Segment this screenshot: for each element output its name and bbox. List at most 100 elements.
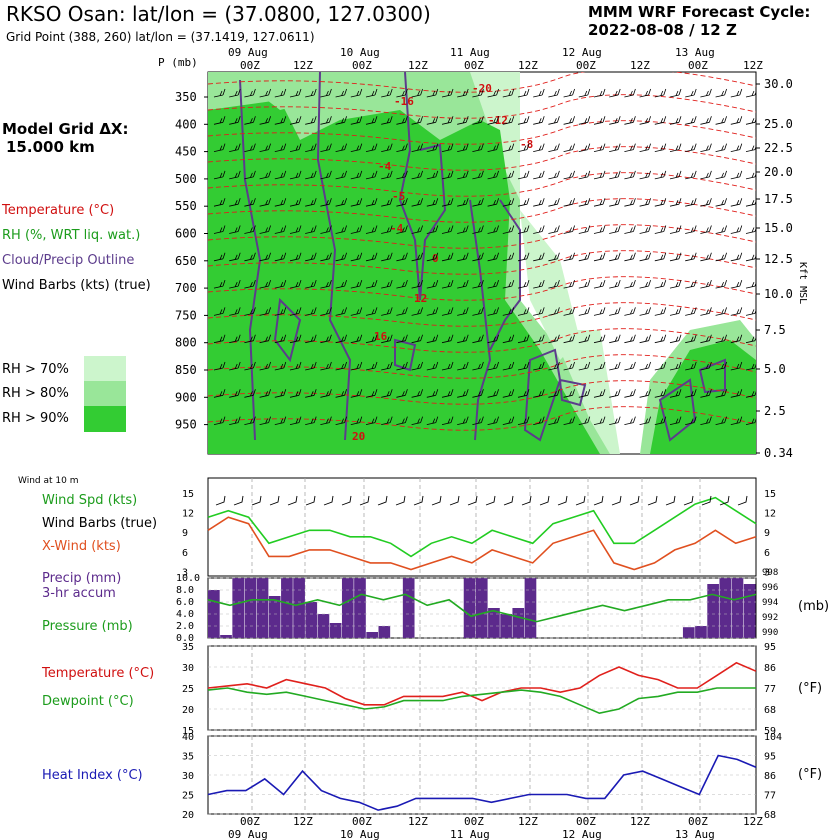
heat-right-tick: 77 (764, 791, 776, 802)
wind-barb (548, 252, 560, 262)
wind-barb (426, 252, 439, 262)
wind-barb (289, 416, 302, 425)
wind-barb (411, 416, 423, 425)
wind-barb (669, 334, 682, 344)
wind-barb (517, 198, 530, 207)
wind-barb (441, 307, 454, 316)
wind-barb (274, 170, 287, 180)
temp-right-tick: 95 (764, 642, 776, 653)
wind-barb (426, 279, 439, 289)
wind-barb (396, 361, 408, 371)
wind-barb (274, 279, 287, 289)
surface-wind-barb (305, 495, 316, 506)
pressure-tick-label: 800 (175, 336, 197, 350)
wind-barb (578, 198, 591, 207)
heat-left-tick: 40 (182, 732, 194, 743)
wind-barb (517, 116, 530, 125)
wind-barb (639, 198, 651, 207)
wind-barb (715, 170, 727, 180)
dewpoint-label: Dewpoint (°C) (42, 694, 134, 709)
pressure-axis-label: P (mb) (158, 56, 198, 69)
wind-barb (700, 143, 712, 152)
wind-barb (259, 416, 271, 425)
wind-barb (457, 88, 469, 98)
wind-barb (593, 252, 606, 262)
pressure-tick-label: 850 (175, 363, 197, 377)
wind-barb (441, 116, 454, 125)
wind-barb (472, 416, 484, 425)
wind-barb (517, 416, 530, 425)
wind-barb (609, 389, 621, 398)
isotherm-line (208, 172, 756, 197)
wind-barb (365, 416, 378, 425)
wind-barb (609, 88, 621, 98)
heat-panel-frame (207, 735, 757, 815)
wind-barb (609, 198, 621, 207)
wind-barb (289, 170, 302, 180)
wind-barb (350, 361, 363, 371)
surface-wind-barb (539, 495, 550, 506)
wind-barb (730, 416, 743, 425)
rh90-region (208, 100, 600, 454)
wind-barb (396, 389, 408, 398)
wind-barb (213, 198, 226, 207)
wind-barb (593, 361, 606, 371)
wind-barb (381, 225, 393, 234)
bottom-date-label: 12 Aug (562, 828, 602, 840)
bottom-date-label: 13 Aug (675, 828, 715, 840)
wind-barb (335, 225, 347, 234)
wind-barb (533, 334, 545, 344)
model-grid-line2: 15.000 km (6, 138, 95, 156)
wind-barb (213, 88, 226, 98)
top-hour-label: 12Z (293, 59, 313, 72)
wind-barb (259, 307, 271, 316)
wind-barb (472, 252, 484, 262)
wind-barb (350, 225, 363, 234)
wind-barb (669, 225, 682, 234)
wind-barb (700, 307, 712, 316)
wind-barb (715, 334, 727, 344)
wind-barb (745, 90, 756, 98)
cloud-outline (273, 297, 302, 363)
wind-barb (213, 416, 226, 425)
wind-barb (396, 88, 408, 98)
top-date-label: 10 Aug (340, 46, 380, 59)
wind-barb (563, 361, 575, 371)
heat-left-tick: 35 (182, 752, 194, 763)
wind-barb (730, 279, 743, 289)
precip-tick-label: 4.0 (176, 609, 194, 620)
temperature-contour-label: -4 (390, 222, 404, 235)
wind-barb (502, 143, 515, 152)
precip-bar (695, 626, 707, 638)
wind-barb (244, 416, 256, 425)
precip-label: Precip (mm) (42, 571, 122, 586)
bottom-hour-label: 12Z (630, 815, 650, 828)
wind-barb (502, 307, 515, 316)
wind-barb (365, 170, 378, 180)
surface-wind-barb (737, 495, 748, 506)
wind-barb (745, 118, 756, 125)
wind-barb (533, 88, 545, 98)
wind-barb (517, 334, 530, 344)
wind-barb (624, 170, 636, 180)
wind-barb (593, 116, 606, 125)
precip-tick-label: 8.0 (176, 585, 194, 596)
bottom-hour-label: 00Z (464, 815, 484, 828)
precip-tick-label: 2.0 (176, 621, 194, 632)
model-grid-label: Model Grid ΔX: 15.000 km (2, 120, 129, 156)
rh70-mid (520, 210, 580, 360)
wind-barb (229, 88, 241, 98)
wind-barb (593, 389, 606, 398)
wind-barb (213, 225, 226, 234)
wind-barb (229, 143, 241, 152)
wind-barb (244, 307, 256, 316)
temperature-contour-label: -4 (378, 160, 392, 173)
heat-left-tick: 30 (182, 771, 194, 782)
wind-barb (289, 116, 302, 125)
wind-barb (639, 170, 651, 180)
wind-barb (320, 225, 332, 234)
wind-barb (563, 334, 575, 344)
wind-barb (213, 116, 226, 125)
surface-wind-barb (503, 495, 514, 506)
precip-tick-label: 10.0 (176, 573, 200, 584)
